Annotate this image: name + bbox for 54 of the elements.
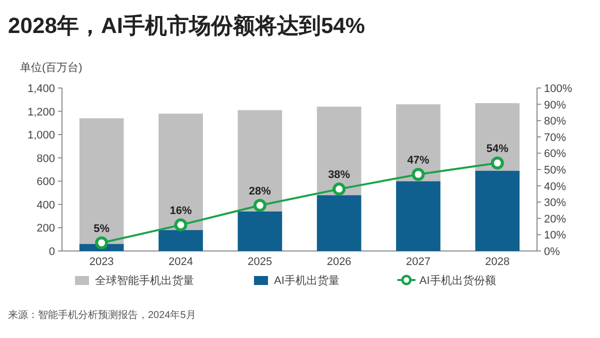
point [95, 236, 108, 250]
y-tick-label: 0 [48, 246, 55, 258]
y-tick-label: 1,200 [27, 106, 55, 118]
y2-tick-label: 60% [544, 148, 566, 160]
y2-tick-label: 100% [544, 83, 572, 95]
bar [475, 170, 520, 251]
y2-tick-label: 20% [544, 213, 566, 226]
bar [158, 230, 203, 251]
point [174, 218, 188, 232]
y-tick-label: 400 [36, 199, 55, 212]
legend-label: AI手机出货份额 [419, 274, 496, 287]
y-tick-label: 800 [36, 152, 55, 165]
data-label: 38% [328, 169, 350, 182]
point [490, 156, 504, 170]
point [412, 168, 425, 181]
bar [79, 118, 124, 244]
y-tick-label: 1,400 [27, 83, 55, 95]
y-tick-label: 200 [36, 222, 55, 235]
bar [396, 181, 440, 251]
source-note: 来源：智能手机分析预测报告，2024年5月 [8, 309, 196, 321]
data-label: 5% [94, 222, 110, 235]
data-label: 47% [407, 154, 430, 166]
bar [316, 195, 362, 251]
y2-tick-label: 0% [544, 246, 560, 258]
y-tick-label: 1,000 [27, 130, 55, 142]
x-tick-label: 2024 [168, 256, 193, 268]
bar [396, 104, 440, 182]
y2-tick-label: 70% [544, 132, 566, 144]
x-tick-label: 2026 [326, 256, 352, 268]
chart-title: 2028年，AI手机市场份额将达到54% [8, 13, 365, 38]
x-tick-label: 2027 [406, 256, 430, 268]
data-label: 28% [248, 185, 272, 198]
y2-tick-label: 10% [544, 230, 566, 242]
bar [475, 103, 520, 171]
bar [238, 110, 282, 212]
x-tick-label: 2023 [89, 256, 114, 268]
point [332, 182, 346, 196]
legend-label: 全球智能手机出货量 [95, 274, 194, 287]
bar [316, 106, 362, 196]
y2-tick-label: 30% [544, 197, 566, 210]
y2-tick-label: 90% [544, 99, 566, 112]
x-tick-label: 2025 [248, 256, 272, 268]
data-label: 54% [486, 142, 509, 155]
y-axis-title: 单位(百万台) [20, 61, 82, 74]
bar [238, 211, 282, 251]
y2-tick-label: 80% [544, 116, 566, 128]
bar [158, 114, 203, 230]
y2-tick-label: 40% [544, 180, 566, 193]
data-label: 16% [170, 204, 192, 217]
y2-tick-label: 50% [544, 164, 566, 176]
point [253, 198, 266, 212]
x-tick-label: 2028 [485, 256, 510, 268]
y-tick-label: 600 [36, 176, 55, 188]
legend-label: AI手机出货量 [274, 274, 340, 287]
